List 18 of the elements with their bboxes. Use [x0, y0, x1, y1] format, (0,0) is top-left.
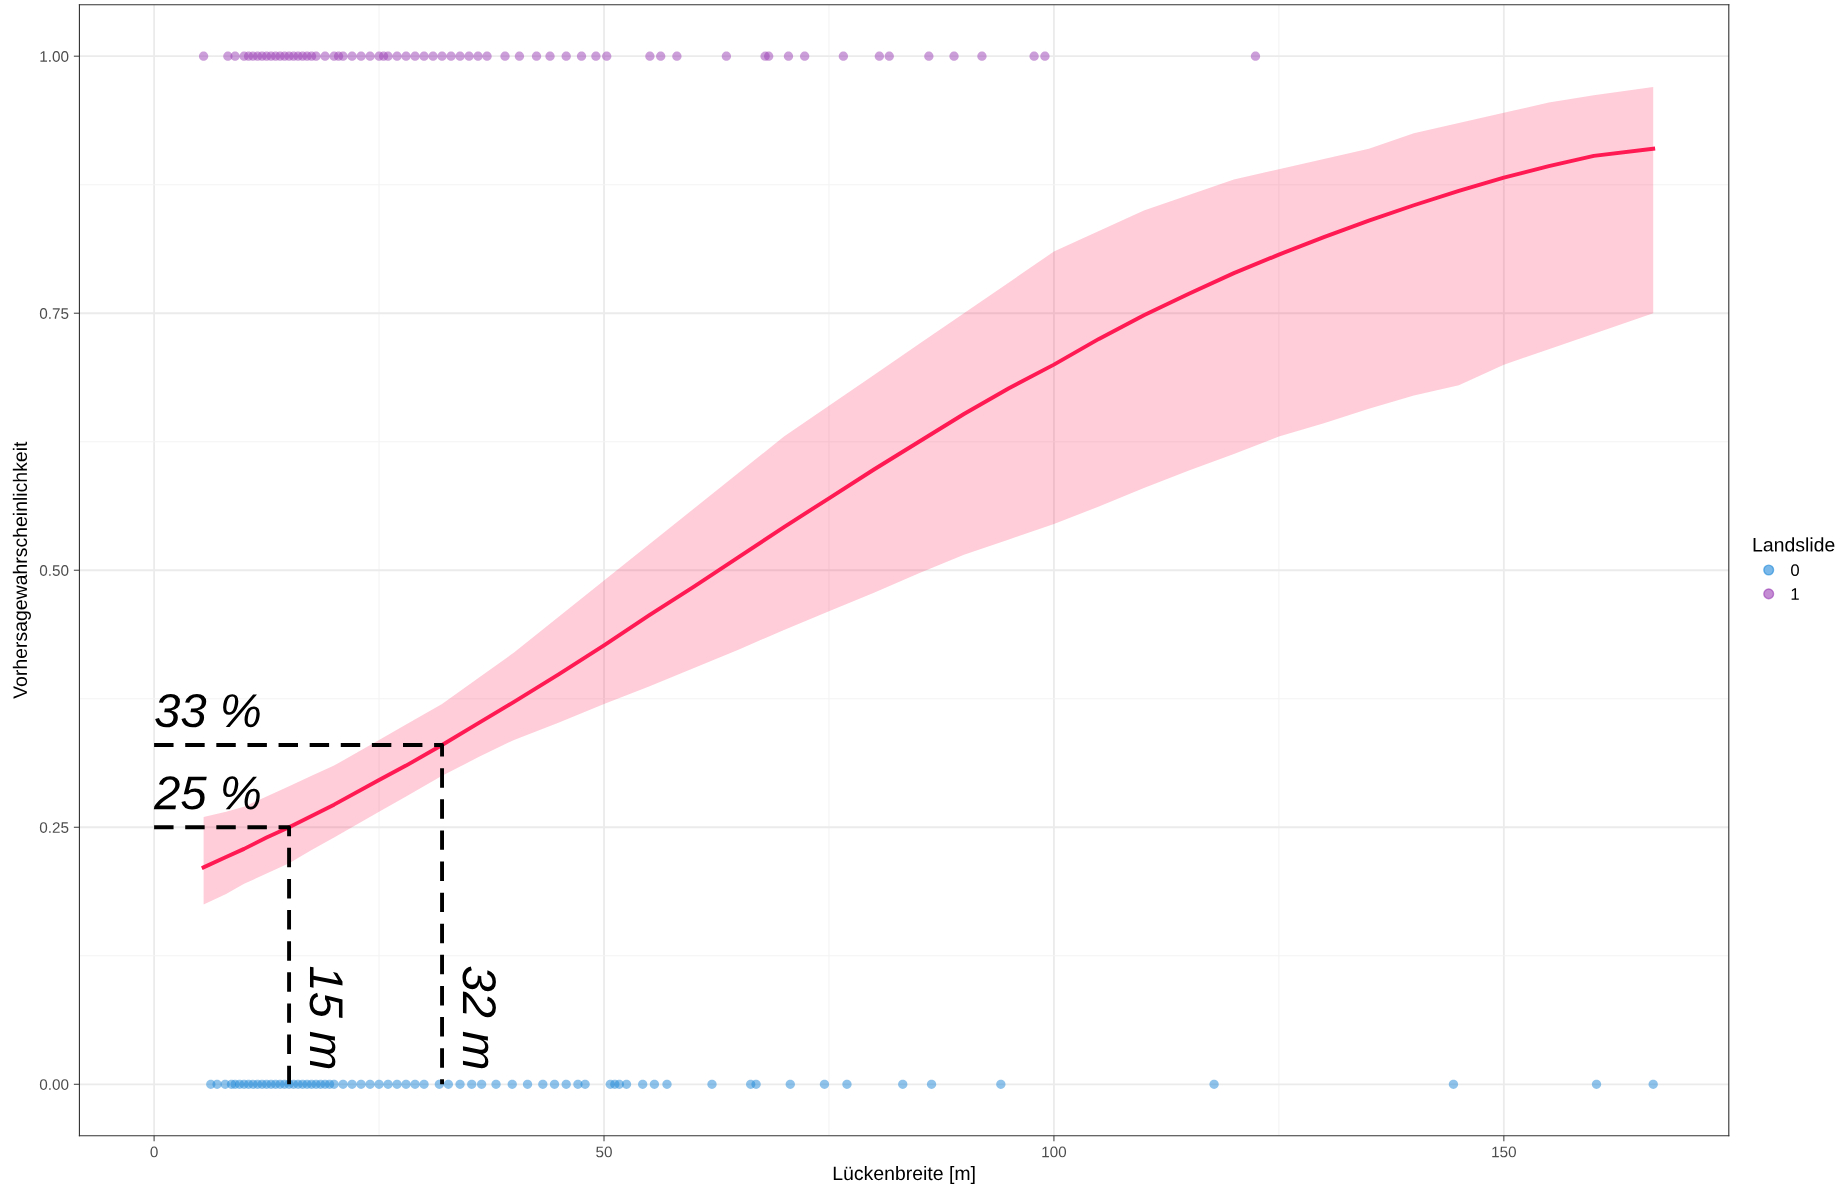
x-axis-title: Lückenbreite [m] [833, 1165, 975, 1185]
y-tick-label: 0.50 [39, 565, 69, 576]
annotation: 33 % [155, 693, 260, 728]
x-tick-label: 50 [596, 1146, 612, 1158]
annotation: 15 m [309, 966, 343, 1069]
y-tick-label: 0.75 [39, 308, 69, 319]
y-tick-label: 0.00 [39, 1079, 69, 1090]
x-tick-label: 100 [1042, 1146, 1067, 1158]
annotation: 25 % [153, 776, 260, 810]
y-tick-label: 0.25 [39, 822, 69, 833]
x-tick-label: 150 [1492, 1146, 1516, 1158]
y-tick-label: 1.00 [40, 51, 69, 62]
legend-title: Landslide [1753, 537, 1835, 552]
legend-label: 1 [1791, 588, 1799, 600]
annotation: 32 m [462, 966, 496, 1069]
legend-label: 0 [1791, 564, 1799, 577]
x-tick-label: 0 [150, 1146, 158, 1158]
y-axis-title: Vorhersagewahrscheinlichkeit [12, 441, 31, 699]
